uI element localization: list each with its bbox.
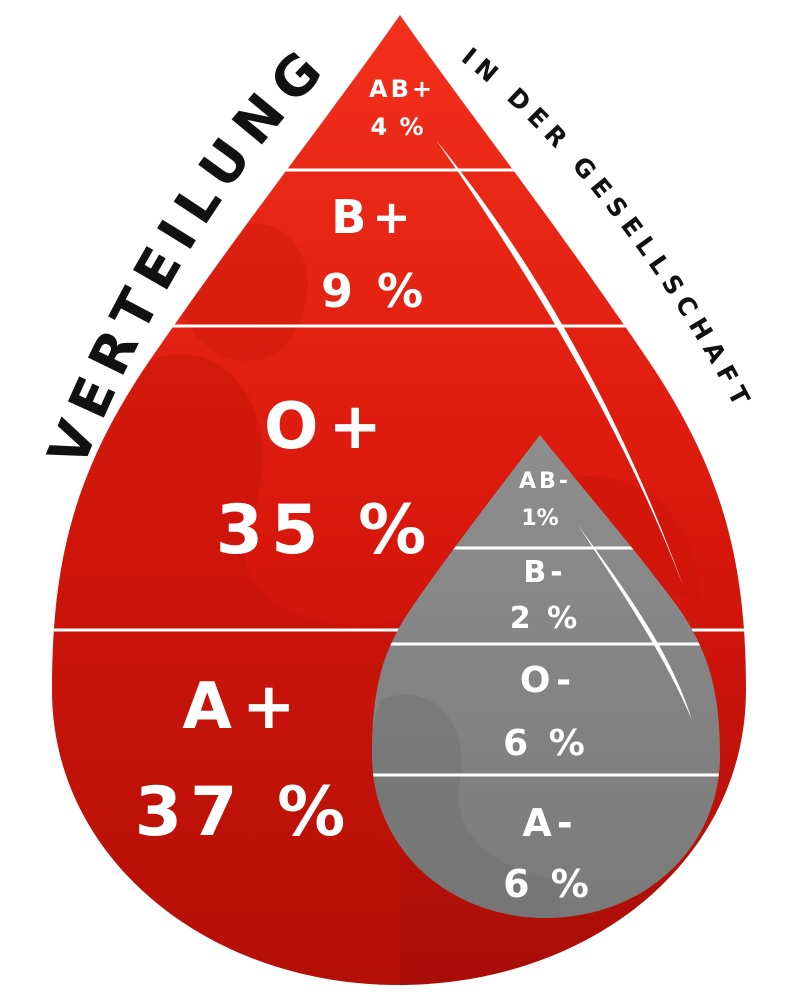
negative-drop [372,435,720,918]
label-aneg-group: A- [522,801,577,845]
negative-labels: AB- 1% B- 2 % O- 6 % A- 6 % [503,469,593,906]
label-abpos-percent: 4 % [370,113,425,141]
label-abneg-group: AB- [519,469,571,494]
negative-drop-shape [372,435,720,918]
label-bneg-group: B- [523,555,566,590]
positive-labels: AB+ 4 % B+ 9 % O+ 35 % A+ 37 % [135,75,435,852]
label-opos-percent: 35 % [216,491,434,570]
label-abneg-percent: 1% [521,506,558,531]
label-bpos-group: B+ [331,190,417,244]
label-aneg-percent: 6 % [503,862,593,906]
label-bneg-percent: 2 % [510,601,580,636]
label-opos-group: O+ [264,390,392,464]
label-bpos-percent: 9 % [321,264,427,318]
label-oneg-group: O- [520,660,576,701]
label-oneg-percent: 6 % [503,723,589,764]
label-apos-percent: 37 % [135,773,353,852]
label-abpos-group: AB+ [369,75,435,103]
label-apos-group: A+ [182,670,305,744]
